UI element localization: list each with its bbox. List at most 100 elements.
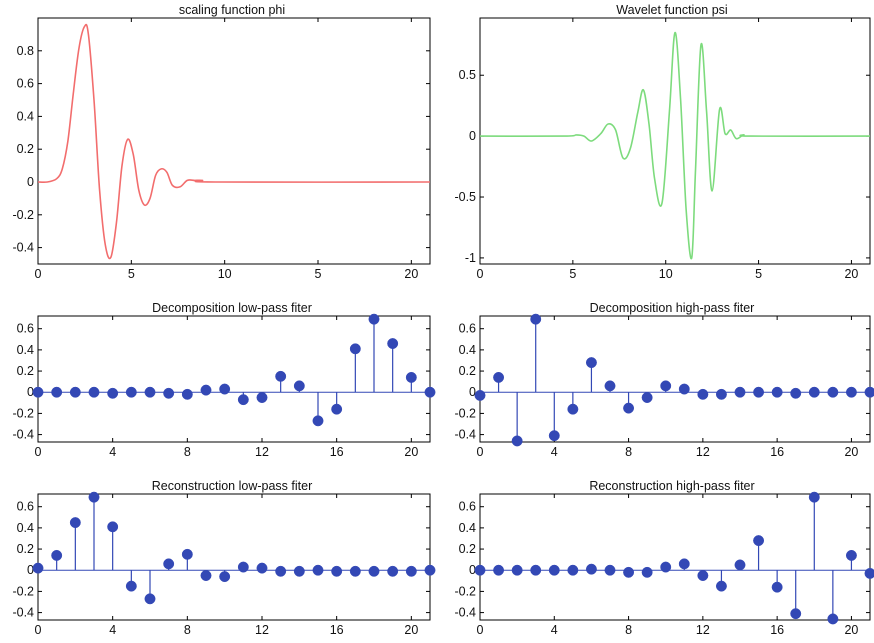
x-tick-label: 20 [844,445,858,459]
stem-marker [368,565,380,577]
y-tick-label: 0 [469,129,476,143]
stem-marker [349,565,361,577]
stem-marker [753,386,765,398]
x-tick-label: 5 [755,267,762,281]
y-tick-label: -0.2 [454,584,476,598]
axes-frame [479,17,871,265]
stem-marker [405,565,417,577]
chart-panel: Reconstruction low-pass fiter 0 4 8 12 16 20 -… [12,479,436,637]
y-tick-label: 0.4 [459,521,476,535]
y-tick-label: -1 [465,251,476,265]
axes-frame [37,315,431,443]
stem-marker [88,386,100,398]
y-tick-label: 0.2 [17,142,34,156]
y-tick-label: 0.6 [17,77,34,91]
stem-marker [424,564,436,576]
y-tick-label: 0.4 [17,521,34,535]
stem-marker [293,565,305,577]
stem-marker [293,380,305,392]
chart-title: scaling function phi [179,3,285,17]
chart-title: Decomposition high-pass fiter [590,301,755,315]
stem-marker [368,313,380,325]
stem-marker [256,392,268,403]
axes-frame [479,493,871,621]
stem-marker [144,593,156,605]
chart-panel: scaling function phi 0 5 10 5 20 -0.4 -0.2 0 0.2… [12,3,431,281]
stem-marker [548,430,560,442]
y-tick-label: -0.2 [12,406,34,420]
stem-marker [69,386,81,398]
stem-marker [827,386,839,398]
y-tick-label: 0 [27,385,34,399]
stem-marker [864,386,874,398]
x-tick-label: 20 [404,445,418,459]
x-tick-label: 12 [255,623,269,637]
stem-marker [734,559,746,571]
y-tick-label: -0.4 [454,428,476,442]
stem-marker [312,415,324,427]
stem-marker [69,517,81,529]
x-tick-label: 0 [35,623,42,637]
x-tick-label: 20 [404,623,418,637]
y-tick-label: 0.6 [459,500,476,514]
stem-marker [715,388,727,400]
stem-marker [312,564,324,576]
stem-marker [237,394,249,406]
stem-marker [256,562,268,574]
y-tick-label: 0 [27,563,34,577]
stem-marker [790,608,802,620]
stem-marker [275,370,287,382]
stem-marker [424,386,436,398]
stem-marker [808,491,820,503]
x-tick-label: 0 [35,267,42,281]
stem-marker [405,371,417,383]
stem-marker [493,371,505,383]
stem-marker [864,567,874,579]
stem-marker [715,580,727,592]
x-tick-label: 20 [844,267,858,281]
x-tick-label: 0 [477,267,484,281]
stem-marker [511,564,523,576]
x-tick-label: 8 [184,623,191,637]
x-tick-label: 0 [477,445,484,459]
stem-marker [585,563,597,575]
y-tick-label: -0.4 [454,606,476,620]
stem-marker [697,570,709,581]
y-tick-label: -0.4 [12,606,34,620]
x-tick-label: 12 [255,445,269,459]
stem-marker [511,435,523,447]
chart-panel: Decomposition low-pass fiter 0 4 8 12 16 20 -0… [12,301,436,459]
x-tick-label: 12 [696,623,710,637]
stem-marker [678,383,690,395]
y-tick-label: 0.2 [17,364,34,378]
stem-marker [771,581,783,593]
x-tick-label: 8 [625,623,632,637]
chart-title: Wavelet function psi [616,3,727,17]
x-tick-label: 4 [109,623,116,637]
stem-marker [125,580,137,592]
stem-marker [88,491,100,503]
stem-marker [387,565,399,577]
stem-marker [275,565,287,577]
y-tick-label: 0.6 [459,322,476,336]
x-tick-label: 4 [551,445,558,459]
y-tick-label: -0.2 [454,406,476,420]
stem-marker [530,313,542,325]
stem-marker [827,613,839,625]
y-tick-label: 0.2 [459,364,476,378]
x-tick-label: 4 [551,623,558,637]
stem-marker [493,564,505,576]
stem-marker [753,535,765,547]
x-tick-label: 16 [770,445,784,459]
y-tick-label: 0.4 [17,109,34,123]
stem-marker [181,388,193,400]
axes-frame [37,493,431,621]
x-tick-label: 8 [184,445,191,459]
stem-marker [181,548,193,560]
stem-marker [387,338,399,349]
y-tick-label: -0.2 [12,584,34,598]
stem-marker [734,386,746,398]
stem-marker [32,386,44,398]
stem-marker [697,388,709,400]
